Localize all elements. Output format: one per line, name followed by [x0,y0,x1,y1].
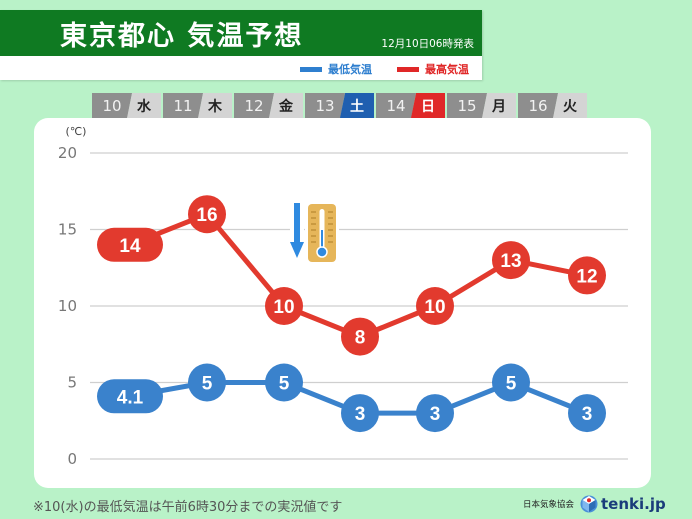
day-number: 16 [518,93,558,118]
low-temp-marker: 3 [568,394,606,433]
low-temp-marker: 5 [188,363,226,402]
day-tab: 13 土 [305,93,374,118]
high-temp-marker: 12 [568,256,606,295]
day-tab: 12 金 [234,93,303,118]
footnote: ※10(水)の最低気温は午前6時30分までの実況値です [33,500,343,515]
day-tabs: 10 水 11 木 12 金 13 土 14 日 15 月 16 火 [92,93,589,118]
y-axis: 0 5 10 15 20 (℃) [58,125,87,468]
day-number: 11 [163,93,203,118]
data-label: 16 [196,205,217,226]
series-markers: 14 16 10 8 10 13 12 4.1 5 5 3 3 5 3 [97,195,606,433]
y-axis-unit: (℃) [66,125,87,138]
y-tick-label: 20 [58,144,77,162]
data-label: 10 [273,297,294,318]
day-weekday: 水 [127,93,161,118]
data-label: 13 [500,251,521,272]
high-temp-marker: 10 [265,287,303,325]
title-bar: 東京都心 気温予想 12月10日06時発表 [0,10,482,56]
day-weekday-saturday: 土 [340,93,374,118]
page-title: 東京都心 気温予想 [60,21,304,52]
chart-card [34,118,651,488]
data-label: 3 [430,404,441,425]
data-label: 5 [506,374,517,395]
chart-grid [90,152,628,460]
data-label: 14 [119,236,141,257]
day-tab: 16 火 [518,93,587,118]
data-label: 3 [355,404,366,425]
data-label: 8 [355,328,366,349]
day-weekday: 火 [553,93,587,118]
high-temp-marker: 14 [97,227,163,262]
y-tick-label: 0 [67,450,77,468]
data-label: 3 [582,404,593,425]
day-weekday: 月 [482,93,516,118]
legend-low-label: 最低気温 [328,63,372,76]
brand-logo: 日本気象協会 tenki.jp [523,495,666,513]
low-temp-marker: 4.1 [97,379,163,414]
data-label: 5 [279,374,290,395]
day-number: 14 [376,93,416,118]
y-tick-label: 5 [67,374,77,392]
day-tab: 11 木 [163,93,232,118]
day-tab: 15 月 [447,93,516,118]
low-temp-marker: 5 [492,363,530,402]
issued-time: 12月10日06時発表 [381,38,474,50]
day-number: 13 [305,93,345,118]
legend-high-swatch [397,66,419,72]
legend-low: 最低気温 [300,61,372,77]
day-weekday: 木 [198,93,232,118]
legend-high-label: 最高気温 [425,63,469,76]
day-number: 10 [92,93,132,118]
low-temp-marker: 3 [416,394,454,433]
legend-high: 最高気温 [397,61,469,77]
day-weekday: 金 [269,93,303,118]
organization-name: 日本気象協会 [523,500,575,510]
legend-low-swatch [300,66,322,72]
high-temp-marker: 13 [492,241,530,280]
temperature-falling-icon [290,200,339,265]
day-weekday-sunday: 日 [411,93,445,118]
high-temp-marker: 16 [188,195,226,234]
high-temp-marker: 8 [341,317,379,356]
data-label: 5 [202,374,213,395]
y-tick-label: 10 [58,297,77,315]
low-temp-marker: 3 [341,394,379,433]
header-panel: 東京都心 気温予想 12月10日06時発表 最低気温 最高気温 [0,10,482,80]
day-number: 15 [447,93,487,118]
day-tab: 14 日 [376,93,445,118]
day-tab: 10 水 [92,93,161,118]
high-temp-marker: 10 [416,287,454,325]
brand-name: tenki.jp [601,495,666,513]
data-label: 10 [424,297,445,318]
y-tick-label: 15 [58,221,77,239]
day-number: 12 [234,93,274,118]
data-label: 12 [576,266,597,287]
data-label: 4.1 [117,387,144,408]
low-temp-marker: 5 [265,363,303,402]
tenki-logo-icon [580,495,598,513]
